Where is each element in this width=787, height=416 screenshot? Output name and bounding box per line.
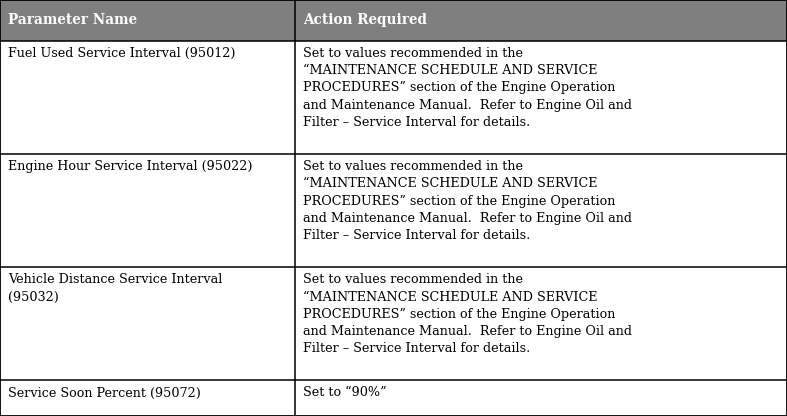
Text: “MAINTENANCE SCHEDULE AND SERVICE: “MAINTENANCE SCHEDULE AND SERVICE <box>303 64 597 77</box>
Text: Service Soon Percent (95072): Service Soon Percent (95072) <box>8 386 201 399</box>
Bar <box>0 380 787 416</box>
Text: Fuel Used Service Interval (95012): Fuel Used Service Interval (95012) <box>8 47 235 60</box>
Text: and Maintenance Manual.  Refer to Engine Oil and: and Maintenance Manual. Refer to Engine … <box>303 99 632 112</box>
Text: Filter – Service Interval for details.: Filter – Service Interval for details. <box>303 342 530 355</box>
Text: Set to “90%”: Set to “90%” <box>303 386 386 399</box>
Text: and Maintenance Manual.  Refer to Engine Oil and: and Maintenance Manual. Refer to Engine … <box>303 325 632 338</box>
Text: Vehicle Distance Service Interval: Vehicle Distance Service Interval <box>8 273 222 286</box>
Text: Filter – Service Interval for details.: Filter – Service Interval for details. <box>303 229 530 242</box>
Bar <box>0 0 787 41</box>
Text: “MAINTENANCE SCHEDULE AND SERVICE: “MAINTENANCE SCHEDULE AND SERVICE <box>303 177 597 191</box>
Bar <box>0 267 787 380</box>
Bar <box>0 41 787 154</box>
Bar <box>0 154 787 267</box>
Text: “MAINTENANCE SCHEDULE AND SERVICE: “MAINTENANCE SCHEDULE AND SERVICE <box>303 290 597 304</box>
Text: PROCEDURES” section of the Engine Operation: PROCEDURES” section of the Engine Operat… <box>303 308 615 321</box>
Text: and Maintenance Manual.  Refer to Engine Oil and: and Maintenance Manual. Refer to Engine … <box>303 212 632 225</box>
Text: Parameter Name: Parameter Name <box>8 13 137 27</box>
Text: Filter – Service Interval for details.: Filter – Service Interval for details. <box>303 116 530 129</box>
Text: (95032): (95032) <box>8 290 59 304</box>
Text: Action Required: Action Required <box>303 13 427 27</box>
Text: PROCEDURES” section of the Engine Operation: PROCEDURES” section of the Engine Operat… <box>303 195 615 208</box>
Text: Set to values recommended in the: Set to values recommended in the <box>303 47 523 60</box>
Text: Engine Hour Service Interval (95022): Engine Hour Service Interval (95022) <box>8 160 253 173</box>
Text: Set to values recommended in the: Set to values recommended in the <box>303 273 523 286</box>
Text: PROCEDURES” section of the Engine Operation: PROCEDURES” section of the Engine Operat… <box>303 82 615 94</box>
Text: Set to values recommended in the: Set to values recommended in the <box>303 160 523 173</box>
